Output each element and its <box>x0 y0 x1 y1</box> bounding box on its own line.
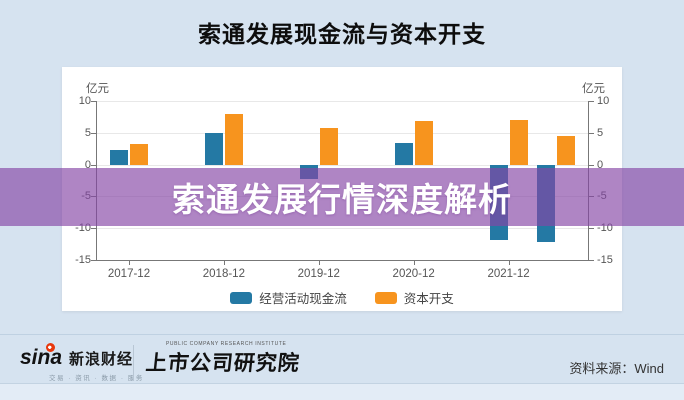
legend-label: 经营活动现金流 <box>259 292 347 306</box>
sina-finance-label: 新浪财经 <box>69 351 134 368</box>
page-title: 索通发展现金流与资本开支 <box>198 21 486 47</box>
logo-divider <box>133 345 134 381</box>
research-institute-logo: PUBLIC COMPANY RESEARCH INSTITUTE 上市公司研究… <box>144 341 302 377</box>
y-label-left-10: 10 <box>78 95 91 107</box>
chart-legend: 经营活动现金流 资本开支 <box>62 288 622 307</box>
y-label-right-10: 10 <box>597 95 610 107</box>
x-label-2021-12: 2021-12 <box>487 268 530 280</box>
watermark-banner: 索通发展行情深度解析 <box>0 168 684 226</box>
footer-bottom-divider <box>0 383 684 384</box>
ytick-right--10 <box>589 228 594 230</box>
ytick-right-5 <box>589 132 594 134</box>
gridline--10 <box>97 228 588 230</box>
institute-label: 上市公司研究院 <box>144 352 302 375</box>
sina-finance-logo: sina 新浪财经 <box>20 343 134 370</box>
bar-资本开支-0 <box>130 143 148 165</box>
legend-swatch <box>374 291 397 304</box>
xtick-2018-12 <box>223 260 225 265</box>
ytick-right-0 <box>589 164 594 166</box>
ytick-left-10 <box>91 101 96 102</box>
y-axis-unit-right: 亿元 <box>582 83 605 95</box>
sina-tagline: 交易 · 资讯 · 数据 · 服务 <box>49 375 144 382</box>
ytick-right--15 <box>589 260 594 261</box>
y-label-right-0: 0 <box>597 158 604 171</box>
data-source-label: 资料来源：Wind <box>569 361 664 376</box>
bar-资本开支-2 <box>319 127 338 165</box>
sina-logo-text: sina <box>20 346 63 369</box>
legend-swatch <box>230 291 253 304</box>
ytick-right-10 <box>589 101 594 102</box>
bottom-strip <box>0 384 684 400</box>
y-label-left--15: -15 <box>75 254 91 266</box>
ytick-left--10 <box>91 228 96 230</box>
x-label-2020-12: 2020-12 <box>392 268 435 280</box>
x-label-2017-12: 2017-12 <box>107 268 151 280</box>
xtick-2021-12 <box>508 260 510 265</box>
bar-经营活动现金流-0 <box>110 149 128 165</box>
xtick-2017-12 <box>129 260 130 265</box>
institute-english-label: PUBLIC COMPANY RESEARCH INSTITUTE <box>166 341 287 347</box>
y-label-right-5: 5 <box>597 126 604 139</box>
ytick-left-0 <box>91 164 96 166</box>
bar-资本开支-1 <box>224 113 243 165</box>
ytick-left--15 <box>91 260 96 261</box>
bar-经营活动现金流-1 <box>204 132 223 165</box>
watermark-text: 索通发展行情深度解析 <box>172 181 512 218</box>
sina-logo-wordmark: sina <box>20 343 63 370</box>
y-label-left-5: 5 <box>84 126 91 139</box>
xtick-2020-12 <box>413 260 415 265</box>
bar-资本开支-5 <box>557 135 575 165</box>
gridline-10 <box>97 101 588 102</box>
x-label-2018-12: 2018-12 <box>202 268 245 280</box>
sina-flame-icon <box>46 343 55 352</box>
legend-item-经营活动现金流: 经营活动现金流 <box>230 288 347 307</box>
gridline-0 <box>97 164 588 166</box>
bar-资本开支-3 <box>414 121 433 165</box>
footer-top-divider <box>0 334 684 335</box>
legend-label: 资本开支 <box>403 292 454 306</box>
x-label-2019-12: 2019-12 <box>297 268 340 280</box>
ytick-left-5 <box>91 132 96 134</box>
xtick-2019-12 <box>318 260 320 265</box>
gridline-5 <box>97 132 588 134</box>
bar-经营活动现金流-3 <box>394 142 413 165</box>
y-label-right--15: -15 <box>597 254 613 266</box>
y-axis-unit-left: 亿元 <box>86 83 109 95</box>
bar-资本开支-4 <box>509 120 528 165</box>
y-label-left-0: 0 <box>84 158 91 171</box>
legend-item-资本开支: 资本开支 <box>374 288 454 307</box>
